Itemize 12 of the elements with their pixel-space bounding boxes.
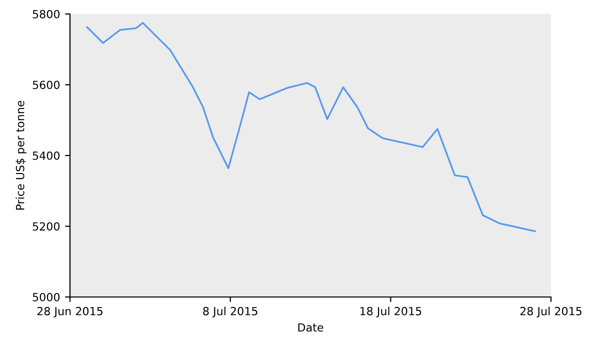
y-tick-label: 5800: [32, 10, 60, 18]
y-tick-label: 5200: [32, 222, 60, 231]
line-series: [86, 22, 536, 232]
y-tick-label: 5400: [32, 151, 60, 160]
y-tick-label: 5600: [32, 80, 60, 90]
x-tick-label: 28 Jul 2015: [520, 306, 582, 318]
y-tick-label: 5000: [32, 292, 60, 302]
x-tick-label: 18 Jul 2015: [360, 306, 422, 318]
x-axis-title: Date: [298, 323, 324, 332]
x-tick-label: 28 Jun 2015: [37, 306, 102, 318]
x-tick-label: 8 Jul 2015: [203, 306, 258, 318]
y-axis-title: Price US$ per tonne: [16, 100, 26, 210]
